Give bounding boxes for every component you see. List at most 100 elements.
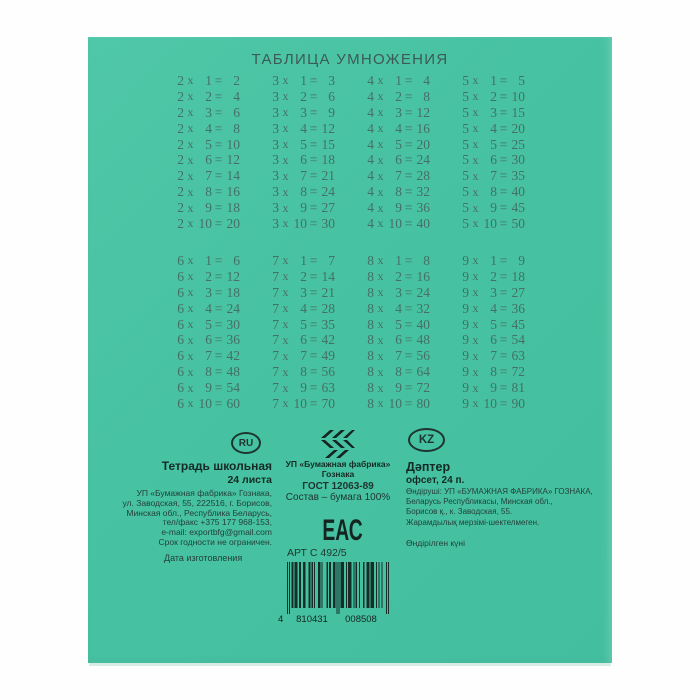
multiplication-row: 9 х 9 = 81 bbox=[460, 380, 525, 396]
multiplication-cell: 8 bbox=[205, 184, 212, 200]
multiplication-cell: 20 bbox=[226, 215, 241, 231]
multiplication-row: 4 х 5 = 20 bbox=[365, 137, 430, 153]
multiplication-cell: х bbox=[377, 396, 384, 411]
multiplication-cell: х bbox=[187, 89, 194, 104]
multiplication-row: 7 х 5 = 35 bbox=[270, 317, 335, 333]
multiplication-cell: 25 bbox=[511, 136, 526, 152]
multiplication-cell: х bbox=[377, 152, 384, 167]
multiplication-cell: х bbox=[377, 184, 384, 199]
multiplication-cell: х bbox=[472, 317, 479, 331]
multiplication-cell: х bbox=[472, 285, 479, 300]
multiplication-row: 2 х 4 = 8 bbox=[175, 121, 240, 137]
multiplication-cell: 8 bbox=[367, 380, 374, 396]
multiplication-cell: х bbox=[187, 200, 194, 215]
multiplication-cell: 9 bbox=[490, 200, 497, 216]
multiplication-cell: 7 bbox=[272, 268, 279, 284]
imprint-line: Жарамдылық мерзімі-шектелмеген. bbox=[406, 517, 540, 527]
multiplication-cell: 7 bbox=[272, 252, 279, 268]
multiplication-cell: 56 bbox=[416, 348, 431, 364]
multiplication-cell: 3 bbox=[272, 168, 279, 184]
multiplication-cell: 7 bbox=[300, 348, 307, 364]
multiplication-cell: 4 bbox=[367, 184, 374, 200]
multiplication-cell: 8 bbox=[367, 364, 374, 380]
multiplication-cell: 4 bbox=[367, 104, 374, 120]
multiplication-cell: 21 bbox=[321, 284, 336, 300]
multiplication-cell: 18 bbox=[226, 284, 241, 300]
manufacturer-address-ru: УП «Бумажная фабрика» Гознака, ул. Завод… bbox=[118, 488, 272, 548]
multiplication-cell: 7 bbox=[205, 348, 212, 364]
multiplication-cell: 18 bbox=[321, 152, 336, 168]
ean13-barcode bbox=[287, 562, 389, 614]
multiplication-row: 4 х 1 = 4 bbox=[365, 73, 430, 89]
multiplication-cell: х bbox=[282, 301, 289, 316]
multiplication-cell: 6 bbox=[177, 332, 184, 348]
multiplication-cell: 24 bbox=[321, 184, 336, 200]
multiplication-cell: = bbox=[404, 284, 413, 300]
product-title-kz: Дәптер bbox=[406, 460, 451, 474]
multiplication-cell: 9 bbox=[518, 252, 525, 268]
multiplication-cell: 24 bbox=[416, 284, 431, 300]
multiplication-cell: 81 bbox=[511, 380, 526, 396]
multiplication-cell: 2 bbox=[177, 215, 184, 231]
multiplication-row: 3 х 3 = 9 bbox=[270, 105, 335, 121]
multiplication-cell: = bbox=[309, 380, 318, 396]
multiplication-cell: = bbox=[404, 316, 413, 332]
multiplication-cell: 32 bbox=[416, 184, 431, 200]
multiplication-cell: = bbox=[309, 72, 318, 88]
multiplication-cell: х bbox=[472, 380, 479, 395]
multiplication-cell: = bbox=[499, 152, 508, 168]
multiplication-cell: = bbox=[309, 268, 318, 284]
multiplication-cell: 30 bbox=[321, 215, 336, 231]
multiplication-cell: х bbox=[472, 121, 479, 136]
multiplication-row: 8 х 8 = 64 bbox=[365, 364, 430, 380]
multiplication-cell: х bbox=[377, 364, 384, 379]
imprint-line: Беларусь Республикасы, Минская обл., bbox=[406, 497, 553, 507]
multiplication-row: 2 х 8 = 16 bbox=[175, 184, 240, 200]
multiplication-row: 4 х 9 = 36 bbox=[365, 200, 430, 216]
multiplication-cell: 4 bbox=[367, 200, 374, 216]
multiplication-cell: 9 bbox=[205, 200, 212, 216]
multiplication-row: 4 х 8 = 32 bbox=[365, 184, 430, 200]
multiplication-column-9: 9 х 1 = 9 9 х 2 = 18 9 х 3 = 27 9 х 4 = 36 9 х 5 = 45 9 х 6 = 54 9 х 7 = 6… bbox=[460, 253, 525, 412]
multiplication-cell: = bbox=[309, 136, 318, 152]
multiplication-cell: х bbox=[187, 364, 194, 379]
multiplication-column-3: 3 х 1 = 3 3 х 2 = 6 3 х 3 = 9 3 х 4 = 12 3 х 5 = 15 3 х 6 = 18 3 х 7 = 21 3… bbox=[270, 73, 335, 232]
multiplication-cell: х bbox=[377, 168, 384, 183]
multiplication-row: 9 х 7 = 63 bbox=[460, 348, 525, 364]
imprint-line: тел/факс +375 177 968-153, bbox=[162, 517, 272, 528]
multiplication-cell: х bbox=[187, 269, 194, 284]
multiplication-row: 6 х 1 = 6 bbox=[175, 253, 240, 269]
multiplication-cell: = bbox=[214, 380, 223, 396]
multiplication-cell: х bbox=[377, 200, 384, 215]
multiplication-cell: = bbox=[499, 284, 508, 300]
multiplication-cell: 6 bbox=[177, 380, 184, 396]
multiplication-cell: 2 bbox=[233, 72, 240, 88]
multiplication-cell: = bbox=[214, 120, 223, 136]
multiplication-cell: х bbox=[282, 73, 289, 88]
multiplication-cell: 6 bbox=[490, 332, 497, 348]
multiplication-cell: = bbox=[404, 200, 413, 216]
multiplication-cell: 54 bbox=[511, 332, 526, 348]
multiplication-cell: х bbox=[282, 332, 289, 347]
multiplication-row: 5 х 4 = 20 bbox=[460, 121, 525, 137]
multiplication-row: 7 х 8 = 56 bbox=[270, 364, 335, 380]
multiplication-cell: х bbox=[472, 152, 479, 167]
multiplication-row: 8 х 4 = 32 bbox=[365, 301, 430, 317]
multiplication-cell: = bbox=[404, 215, 413, 231]
multiplication-cell: = bbox=[404, 88, 413, 104]
multiplication-row: 7 х 2 = 14 bbox=[270, 269, 335, 285]
multiplication-cell: 9 bbox=[462, 348, 469, 364]
multiplication-cell: 3 bbox=[395, 284, 402, 300]
multiplication-cell: х bbox=[377, 105, 384, 120]
multiplication-row: 2 х 6 = 12 bbox=[175, 152, 240, 168]
multiplication-cell: 8 bbox=[367, 348, 374, 364]
multiplication-row: 3 х 5 = 15 bbox=[270, 137, 335, 153]
multiplication-row: 8 х 3 = 24 bbox=[365, 285, 430, 301]
multiplication-cell: 12 bbox=[226, 268, 241, 284]
manufacturer-name-line2: Гознака bbox=[321, 469, 355, 479]
multiplication-cell: 4 bbox=[423, 72, 430, 88]
multiplication-cell: х bbox=[377, 285, 384, 300]
multiplication-cell: х bbox=[187, 301, 194, 316]
multiplication-cell: = bbox=[404, 348, 413, 364]
multiplication-cell: 6 bbox=[395, 332, 402, 348]
